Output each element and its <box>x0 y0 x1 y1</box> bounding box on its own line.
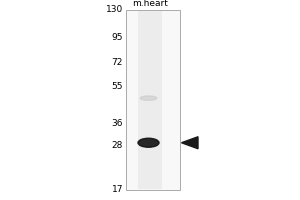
Ellipse shape <box>140 96 157 100</box>
Text: 72: 72 <box>112 58 123 67</box>
Text: m.heart: m.heart <box>132 0 168 8</box>
Text: 130: 130 <box>106 5 123 15</box>
Polygon shape <box>182 137 198 149</box>
Text: 55: 55 <box>112 82 123 91</box>
Text: 95: 95 <box>112 33 123 42</box>
Text: 17: 17 <box>112 186 123 194</box>
FancyBboxPatch shape <box>138 11 162 189</box>
Text: 28: 28 <box>112 141 123 150</box>
FancyBboxPatch shape <box>126 10 180 190</box>
Text: 36: 36 <box>112 119 123 128</box>
Ellipse shape <box>138 138 159 147</box>
